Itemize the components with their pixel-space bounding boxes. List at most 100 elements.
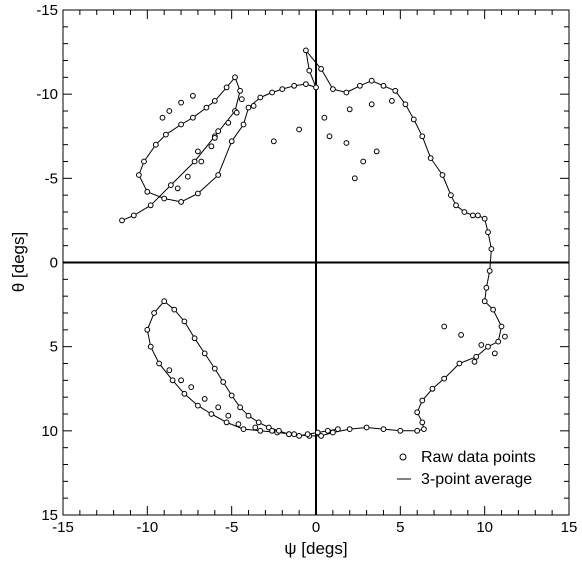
data-point: [250, 103, 257, 109]
data-point: [485, 229, 491, 236]
data-point: [306, 67, 313, 74]
data-point: [144, 326, 151, 333]
data-point: [190, 92, 196, 99]
y-tick-label: 15: [41, 507, 58, 524]
data-point: [245, 104, 252, 111]
data-point: [195, 190, 201, 197]
data-point: [237, 87, 244, 94]
data-point: [414, 409, 421, 416]
data-point: [373, 148, 380, 155]
data-point: [178, 121, 185, 128]
data-point: [178, 377, 185, 384]
data-point: [427, 155, 434, 162]
data-point: [402, 101, 409, 108]
data-point: [429, 385, 436, 392]
data-point: [211, 135, 218, 141]
data-point: [448, 192, 454, 199]
data-point: [279, 86, 286, 92]
data-point: [252, 424, 259, 431]
x-tick-label: -15: [52, 519, 74, 536]
data-point: [380, 82, 387, 89]
data-point: [181, 390, 188, 397]
y-axis-label: θ [degs]: [9, 232, 28, 293]
legend: Raw data points 3-point average: [397, 449, 536, 488]
data-point: [330, 86, 336, 92]
data-point: [470, 212, 476, 219]
data-point: [223, 419, 230, 426]
x-tick-label: 0: [312, 519, 320, 536]
y-tick-label: 0: [50, 255, 58, 272]
data-point: [453, 202, 459, 209]
data-point: [201, 396, 208, 402]
data-point: [461, 209, 468, 215]
data-point: [191, 158, 198, 165]
legend-marker-raw: [399, 453, 407, 461]
data-point: [195, 148, 201, 155]
data-point: [168, 182, 174, 189]
data-point: [166, 108, 173, 114]
data-point: [324, 427, 331, 434]
data-point: [215, 128, 222, 135]
data-point: [147, 202, 154, 209]
data-point: [188, 384, 195, 391]
data-point: [215, 404, 222, 411]
data-point: [421, 426, 427, 433]
data-point: [208, 143, 215, 150]
data-point: [414, 427, 421, 434]
data-point: [190, 114, 196, 121]
data-point: [330, 429, 336, 436]
data-point: [478, 342, 485, 348]
legend-label-average: 3-point average: [421, 471, 532, 488]
data-point: [368, 77, 375, 84]
data-point: [502, 333, 508, 340]
data-point: [491, 350, 498, 357]
data-point: [475, 212, 481, 219]
data-point: [223, 84, 230, 91]
data-point: [360, 158, 367, 165]
data-point: [178, 199, 185, 205]
data-point: [235, 421, 242, 428]
data-point: [245, 412, 252, 419]
data-point: [220, 379, 227, 385]
data-point: [156, 360, 163, 367]
data-point: [351, 175, 358, 182]
data-point: [458, 332, 465, 338]
data-point: [346, 106, 353, 113]
data-point: [208, 411, 215, 417]
x-tick-label: -10: [136, 519, 158, 536]
data-point: [481, 215, 488, 222]
data-point: [166, 367, 173, 374]
data-point: [304, 431, 311, 438]
legend-label-raw: Raw data points: [421, 449, 536, 466]
data-point: [441, 323, 448, 330]
data-point: [228, 138, 235, 145]
data-point: [195, 402, 201, 409]
data-point: [178, 99, 185, 106]
data-point: [232, 74, 238, 81]
data-point: [397, 427, 404, 434]
data-point: [215, 172, 222, 178]
data-point: [198, 158, 205, 165]
y-tick-label: 10: [41, 423, 58, 440]
data-point: [147, 343, 154, 350]
data-point: [498, 323, 505, 330]
data-point: [257, 94, 264, 101]
data-point: [321, 114, 328, 121]
data-point: [151, 310, 158, 316]
data-point: [228, 392, 235, 399]
data-point: [152, 141, 159, 148]
x-tick-label: 15: [561, 519, 578, 536]
data-point: [441, 375, 448, 382]
data-point: [238, 96, 245, 103]
data-point: [159, 114, 166, 121]
data-point: [211, 365, 218, 372]
data-point: [471, 358, 478, 365]
data-point: [265, 424, 272, 431]
data-point: [276, 427, 282, 434]
data-point: [163, 131, 169, 138]
y-tick-label: -15: [36, 2, 58, 19]
x-tick-label: -5: [225, 519, 238, 536]
data-point: [255, 419, 262, 426]
data-point: [392, 87, 399, 94]
data-point: [240, 426, 247, 433]
